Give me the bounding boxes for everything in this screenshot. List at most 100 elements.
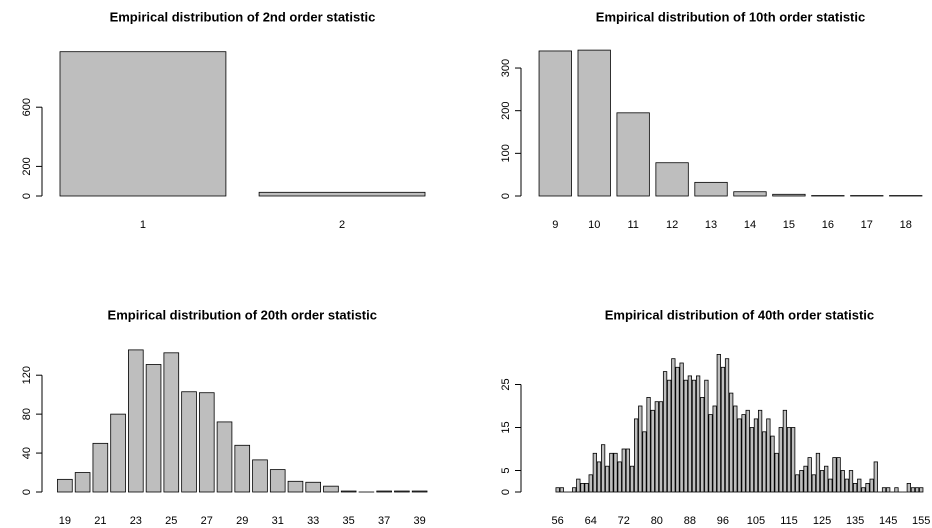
bar bbox=[704, 379, 709, 493]
y-tick-label: 5 bbox=[500, 467, 512, 473]
y-tick-label: 0 bbox=[500, 489, 512, 495]
bar bbox=[376, 490, 392, 493]
bar bbox=[745, 409, 750, 493]
y-tick-label: 300 bbox=[500, 59, 512, 77]
bar bbox=[658, 401, 664, 493]
bar bbox=[145, 364, 162, 493]
bar bbox=[886, 487, 891, 493]
bar bbox=[638, 405, 643, 493]
bar bbox=[694, 181, 728, 197]
bar bbox=[621, 448, 626, 493]
bar bbox=[671, 358, 676, 493]
bar bbox=[772, 193, 806, 197]
x-tick-label: 72 bbox=[618, 515, 630, 527]
bar bbox=[881, 487, 887, 493]
x-tick-label: 37 bbox=[378, 515, 390, 527]
chart-title: Empirical distribution of 2nd order stat… bbox=[110, 9, 376, 24]
bar bbox=[770, 435, 775, 493]
bar bbox=[252, 459, 268, 493]
x-tick-label: 1 bbox=[140, 219, 146, 231]
bar bbox=[577, 49, 611, 197]
bar bbox=[799, 470, 804, 493]
x-tick-label: 10 bbox=[588, 219, 600, 231]
bar bbox=[741, 414, 746, 493]
x-tick-label: 80 bbox=[651, 515, 663, 527]
chart-title: Empirical distribution of 20th order sta… bbox=[108, 307, 377, 322]
bar bbox=[824, 465, 829, 493]
bar bbox=[848, 470, 854, 493]
chart-title: Empirical distribution of 40th order sta… bbox=[605, 307, 874, 322]
x-tick-label: 31 bbox=[272, 515, 284, 527]
bar bbox=[861, 487, 866, 493]
bar bbox=[572, 487, 577, 493]
y-tick-label: 120 bbox=[21, 366, 33, 384]
x-tick-label: 145 bbox=[879, 515, 897, 527]
bar bbox=[865, 482, 870, 493]
x-tick-label: 105 bbox=[747, 515, 765, 527]
bar bbox=[616, 112, 650, 197]
x-tick-label: 56 bbox=[552, 515, 564, 527]
bar bbox=[74, 472, 91, 493]
x-tick-label: 33 bbox=[307, 515, 319, 527]
bar bbox=[919, 487, 924, 493]
bar bbox=[580, 482, 585, 493]
bar bbox=[720, 366, 726, 493]
bar bbox=[181, 391, 197, 493]
y-tick-label: 0 bbox=[21, 489, 33, 495]
y-tick-label: 100 bbox=[500, 144, 512, 162]
x-tick-label: 125 bbox=[813, 515, 831, 527]
bar bbox=[910, 487, 916, 493]
x-tick-label: 13 bbox=[705, 219, 717, 231]
bar bbox=[869, 478, 874, 493]
x-tick-label: 17 bbox=[861, 219, 873, 231]
x-tick-label: 19 bbox=[59, 515, 71, 527]
bar bbox=[323, 485, 339, 493]
bar bbox=[679, 362, 684, 493]
y-tick-label: 0 bbox=[500, 193, 512, 199]
bar bbox=[163, 352, 180, 493]
chart-title: Empirical distribution of 10th order sta… bbox=[596, 9, 865, 24]
bar bbox=[836, 457, 841, 493]
bar bbox=[782, 409, 788, 493]
x-tick-label: 11 bbox=[627, 219, 638, 231]
bar bbox=[592, 452, 597, 493]
bar bbox=[340, 490, 357, 493]
bar bbox=[753, 418, 759, 493]
y-tick-label: 0 bbox=[21, 193, 33, 199]
bar bbox=[712, 405, 717, 493]
x-tick-label: 64 bbox=[585, 515, 597, 527]
bar bbox=[198, 392, 215, 493]
bar bbox=[687, 375, 692, 493]
bar bbox=[762, 431, 767, 493]
x-tick-label: 21 bbox=[94, 515, 106, 527]
bar bbox=[853, 482, 858, 493]
bar bbox=[634, 418, 639, 493]
bar bbox=[774, 452, 779, 493]
bar bbox=[914, 487, 920, 493]
bar bbox=[844, 478, 849, 493]
bar bbox=[819, 470, 825, 493]
bar bbox=[600, 444, 606, 493]
bar bbox=[737, 418, 742, 493]
bar bbox=[411, 490, 428, 493]
bar bbox=[716, 353, 721, 493]
bar bbox=[613, 452, 618, 493]
bar bbox=[873, 461, 878, 493]
y-tick-label: 80 bbox=[21, 408, 33, 420]
bar bbox=[584, 482, 589, 493]
x-tick-label: 25 bbox=[165, 515, 177, 527]
bar bbox=[617, 461, 622, 493]
x-tick-label: 88 bbox=[684, 515, 696, 527]
x-tick-label: 16 bbox=[822, 219, 834, 231]
bar bbox=[791, 427, 796, 493]
bar bbox=[857, 478, 862, 493]
bar bbox=[110, 413, 126, 493]
bar bbox=[57, 478, 73, 493]
bar bbox=[394, 490, 410, 493]
bar bbox=[646, 396, 651, 493]
y-tick-label: 600 bbox=[21, 98, 33, 116]
bar bbox=[128, 349, 144, 493]
bar bbox=[906, 482, 911, 493]
x-tick-label: 135 bbox=[846, 515, 864, 527]
